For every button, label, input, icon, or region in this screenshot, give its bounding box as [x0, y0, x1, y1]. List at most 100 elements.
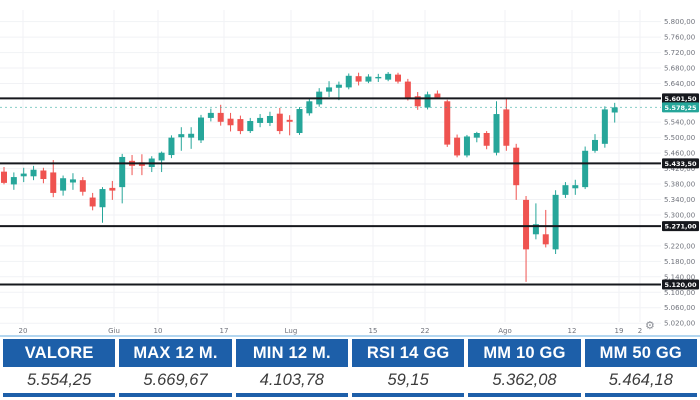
quote-summary-table: VALORE 5.554,25 MAX 12 M. 5.669,67 MIN 1… [3, 339, 697, 397]
table-value-mm-50gg: 5.464,18 [584, 367, 697, 397]
candle-down [434, 93, 441, 98]
candle-down [483, 133, 490, 146]
candle-up [592, 139, 598, 151]
candle-up [296, 109, 303, 134]
candle-down [237, 119, 244, 132]
candle-down [89, 197, 96, 207]
table-column-max-12m: MAX 12 M. 5.669,67 [119, 339, 232, 397]
candle-up [326, 87, 333, 92]
table-value-min-12m: 4.103,78 [235, 367, 348, 397]
candle-up [572, 185, 579, 189]
candle-up [198, 117, 204, 141]
candle-down [109, 187, 116, 191]
x-axis-tick-label: Giu [108, 327, 120, 335]
table-header-max-12m: MAX 12 M. [119, 339, 232, 367]
candle-up [266, 115, 273, 123]
candle-up [30, 169, 37, 177]
candle-up [119, 156, 126, 188]
table-column-mm-10gg: MM 10 GG 5.362,08 [468, 339, 581, 397]
candle-down [513, 147, 520, 186]
table-value-rsi-14gg: 59,15 [351, 367, 465, 397]
candle-up [188, 133, 195, 138]
candle-down [50, 172, 57, 193]
candlestick-chart-area: 5.800,00 5.760,00 5.720,00 5.680,00 5.640,00… [0, 10, 699, 335]
time-axis-border [0, 335, 700, 337]
candle-down [276, 113, 283, 132]
candle-up [463, 136, 470, 156]
y-axis-tick-label: 5.300,00 [664, 211, 695, 219]
y-axis-tick-label: 5.500,00 [664, 134, 695, 142]
table-column-mm-50gg: MM 50 GG 5.464,18 [584, 339, 697, 397]
x-axis-tick-label: 10 [154, 327, 163, 335]
y-axis-tick-label: 5.060,00 [664, 304, 695, 312]
candle-down [454, 137, 461, 156]
price-level-badge-text: 5.433,50 [664, 160, 697, 168]
candle-up [375, 76, 382, 79]
y-axis-tick-label: 5.720,00 [664, 49, 695, 57]
y-axis-tick-label: 5.540,00 [664, 119, 695, 127]
x-axis-tick-label: 20 [19, 327, 28, 335]
candle-down [227, 118, 234, 126]
x-axis-tick-label: 15 [369, 327, 378, 335]
candle-up [20, 173, 27, 177]
candle-up [365, 76, 372, 82]
candle-down [1, 171, 7, 183]
y-axis-tick-label: 5.140,00 [664, 273, 695, 281]
y-axis-tick-label: 5.380,00 [664, 181, 695, 189]
table-value-mm-10gg: 5.362,08 [468, 367, 581, 397]
candle-down [503, 109, 510, 146]
candle-down [395, 74, 401, 82]
price-level-badge-text: 5.271,00 [664, 223, 697, 231]
table-header-min-12m: MIN 12 M. [235, 339, 348, 367]
candle-up [424, 94, 431, 108]
candle-down [542, 234, 549, 245]
y-axis-tick-label: 5.800,00 [664, 18, 695, 26]
x-axis-tick-label: Lug [285, 327, 298, 335]
candle-down [414, 96, 421, 107]
candle-up [207, 112, 214, 118]
candle-down [40, 170, 47, 180]
table-column-valore: VALORE 5.554,25 [3, 339, 116, 397]
candle-up [493, 114, 500, 153]
x-axis-tick-label: 17 [220, 327, 229, 335]
candle-up [552, 194, 559, 250]
table-header-valore: VALORE [3, 339, 116, 367]
candle-down [79, 180, 86, 192]
table-column-rsi-14gg: RSI 14 GG 59,15 [351, 339, 465, 397]
y-axis-tick-label: 5.100,00 [664, 289, 695, 297]
candle-up [562, 185, 569, 195]
price-level-badge-text: 5.601,50 [664, 95, 697, 103]
y-axis-tick-label: 5.340,00 [664, 196, 695, 204]
x-axis-tick-label: Ago [498, 327, 512, 335]
candle-down [523, 199, 530, 250]
price-level-badge [662, 93, 699, 104]
price-level-badge [662, 158, 699, 169]
y-axis-tick-label: 5.220,00 [664, 242, 695, 250]
price-level-badge-text: 5.120,00 [664, 281, 697, 289]
candle-up [582, 150, 589, 188]
candle-down [404, 81, 411, 99]
y-axis-tick-label: 5.640,00 [664, 80, 695, 88]
table-header-mm-50gg: MM 50 GG [584, 339, 697, 367]
last-price-badge-text: 5.578,25 [664, 104, 697, 112]
candle-up [158, 152, 165, 161]
table-column-min-12m: MIN 12 M. 4.103,78 [235, 339, 348, 397]
x-axis-tick-label: 12 [568, 327, 577, 335]
candle-down [444, 101, 451, 145]
table-header-rsi-14gg: RSI 14 GG [351, 339, 465, 367]
candle-up [247, 121, 254, 132]
y-axis-tick-label: 5.180,00 [664, 258, 695, 266]
candle-up [10, 177, 17, 185]
price-level-badge [662, 279, 699, 290]
candle-up [335, 84, 342, 88]
candle-up [306, 101, 313, 114]
table-value-valore: 5.554,25 [3, 367, 116, 397]
candle-up [601, 109, 608, 144]
x-axis-tick-label: 22 [421, 327, 430, 335]
candle-up [345, 75, 352, 88]
settings-gear-icon[interactable]: ⚙ [645, 320, 655, 332]
y-axis-tick-label: 5.460,00 [664, 150, 695, 158]
candle-down [217, 112, 224, 122]
x-axis-tick-label: 2 [638, 327, 642, 335]
